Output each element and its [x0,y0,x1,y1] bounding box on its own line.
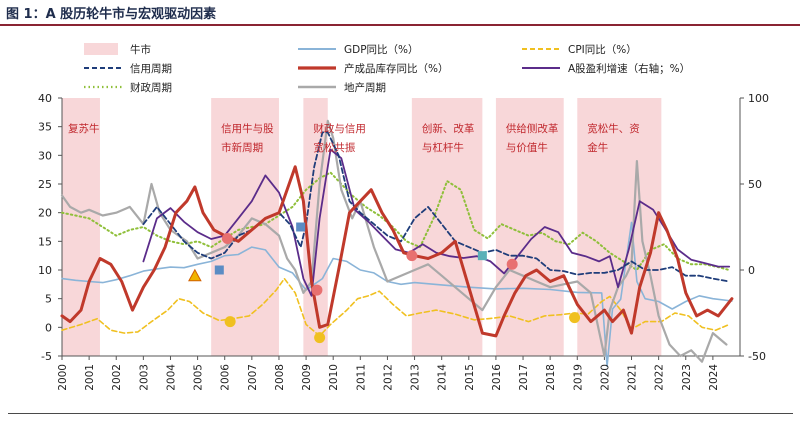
square-marker [214,265,224,275]
x-tick-label: 2016 [491,364,503,391]
x-tick-label: 2011 [355,364,367,391]
series-fiscal [61,171,731,271]
bull-label: 宽松牛、资 [587,122,640,135]
x-tick-label: 2003 [138,364,150,391]
bull-label: 复苏牛 [68,122,100,135]
x-tick-label: 2010 [328,364,340,391]
legend-label-credit: 信用周期 [130,63,172,75]
legend-label-ppi_inventory: 产成品库存同比（%） [344,62,448,75]
legend-label-property: 地产周期 [344,81,386,94]
x-tick-label: 2012 [382,364,394,391]
y-left-tick-label: -5 [41,350,52,363]
y-left-tick-label: 0 [45,321,52,334]
legend-label-gdp: GDP同比（%） [344,43,419,56]
x-tick-label: 2009 [301,364,313,391]
bull-label: 信用牛与股 [221,122,274,135]
circle-marker [224,316,236,328]
y-left-tick-label: 10 [38,264,52,277]
circle-marker [406,250,418,262]
figure-title: 图 1：A 股历轮牛市与宏观驱动因素 [6,7,217,22]
legend-label-cpi: CPI同比（%） [568,43,637,56]
square-marker [477,251,487,261]
square-marker [296,222,306,232]
x-tick-label: 2005 [193,364,205,391]
x-tick-label: 2020 [599,364,611,391]
axes [58,97,744,360]
series-lines [60,119,734,368]
legend-label-profit: A股盈利增速（右轴；%） [568,62,690,75]
y-left-tick-label: 35 [38,121,52,134]
x-tick-label: 2006 [220,364,232,391]
y-left-tick-label: 25 [38,178,52,191]
x-tick-label: 2007 [247,364,259,391]
x-tick-label: 2008 [274,364,286,391]
legend-label-bull: 牛市 [130,43,151,56]
legend: 牛市 GDP同比（%） CPI同比（%） 信用周期 产成品库存同比（%） A股盈利增速（右… [84,43,690,94]
bull-label: 与价值牛 [506,141,548,154]
x-tick-label: 2018 [545,364,557,391]
bull-label: 与杠杆牛 [422,141,464,154]
bull-label: 金牛 [587,141,608,154]
x-tick-label: 2001 [84,364,96,391]
y-right-tick-label: 100 [748,92,769,105]
x-tick-label: 2015 [464,364,476,391]
triangle-marker [188,268,202,282]
x-tick-label: 2024 [708,364,720,391]
bull-band [62,98,100,356]
y-left-tick-label: 40 [38,92,52,105]
y-right-tick-label: -50 [748,350,766,363]
x-tick-label: 2021 [627,364,639,391]
y-left-tick-label: 30 [38,149,52,162]
circle-marker [221,232,233,244]
legend-swatch-bull [84,43,118,55]
series-profit [142,148,731,297]
circle-marker [311,284,323,296]
series-cpi [61,277,731,337]
x-tick-label: 2000 [57,364,69,391]
bull-market-bands [62,98,662,356]
x-tick-label: 2017 [518,364,530,391]
series-property [60,119,728,363]
x-tick-label: 2019 [572,364,584,391]
circle-marker [314,332,326,344]
x-tick-label: 2014 [437,364,449,391]
bottom-divider [8,413,793,414]
x-tick-label: 2022 [654,364,666,391]
circle-marker [569,312,581,324]
legend-label-fiscal: 财政周期 [130,81,172,94]
bull-label: 宽松共振 [313,141,355,154]
x-tick-label: 2002 [111,364,123,391]
bull-band [577,98,662,356]
bull-label: 市新周期 [221,141,263,154]
y-left-tick-label: 15 [38,235,52,248]
series-ppi_inventory [60,165,734,338]
x-tick-label: 2013 [410,364,422,391]
bull-band [411,98,483,356]
bull-label: 供给侧改革 [506,122,559,135]
circle-marker [506,258,518,270]
title-divider [0,24,800,26]
y-right-tick-label: 50 [748,178,762,191]
x-tick-label: 2004 [165,364,177,391]
y-left-tick-label: 20 [38,207,52,220]
bull-label: 财政与信用 [313,122,366,135]
y-right-tick-label: 0 [748,264,755,277]
y-left-tick-label: 5 [45,293,52,306]
data-markers [188,222,581,344]
x-tick-label: 2023 [681,364,693,391]
bull-label: 创新、改革 [422,122,475,135]
